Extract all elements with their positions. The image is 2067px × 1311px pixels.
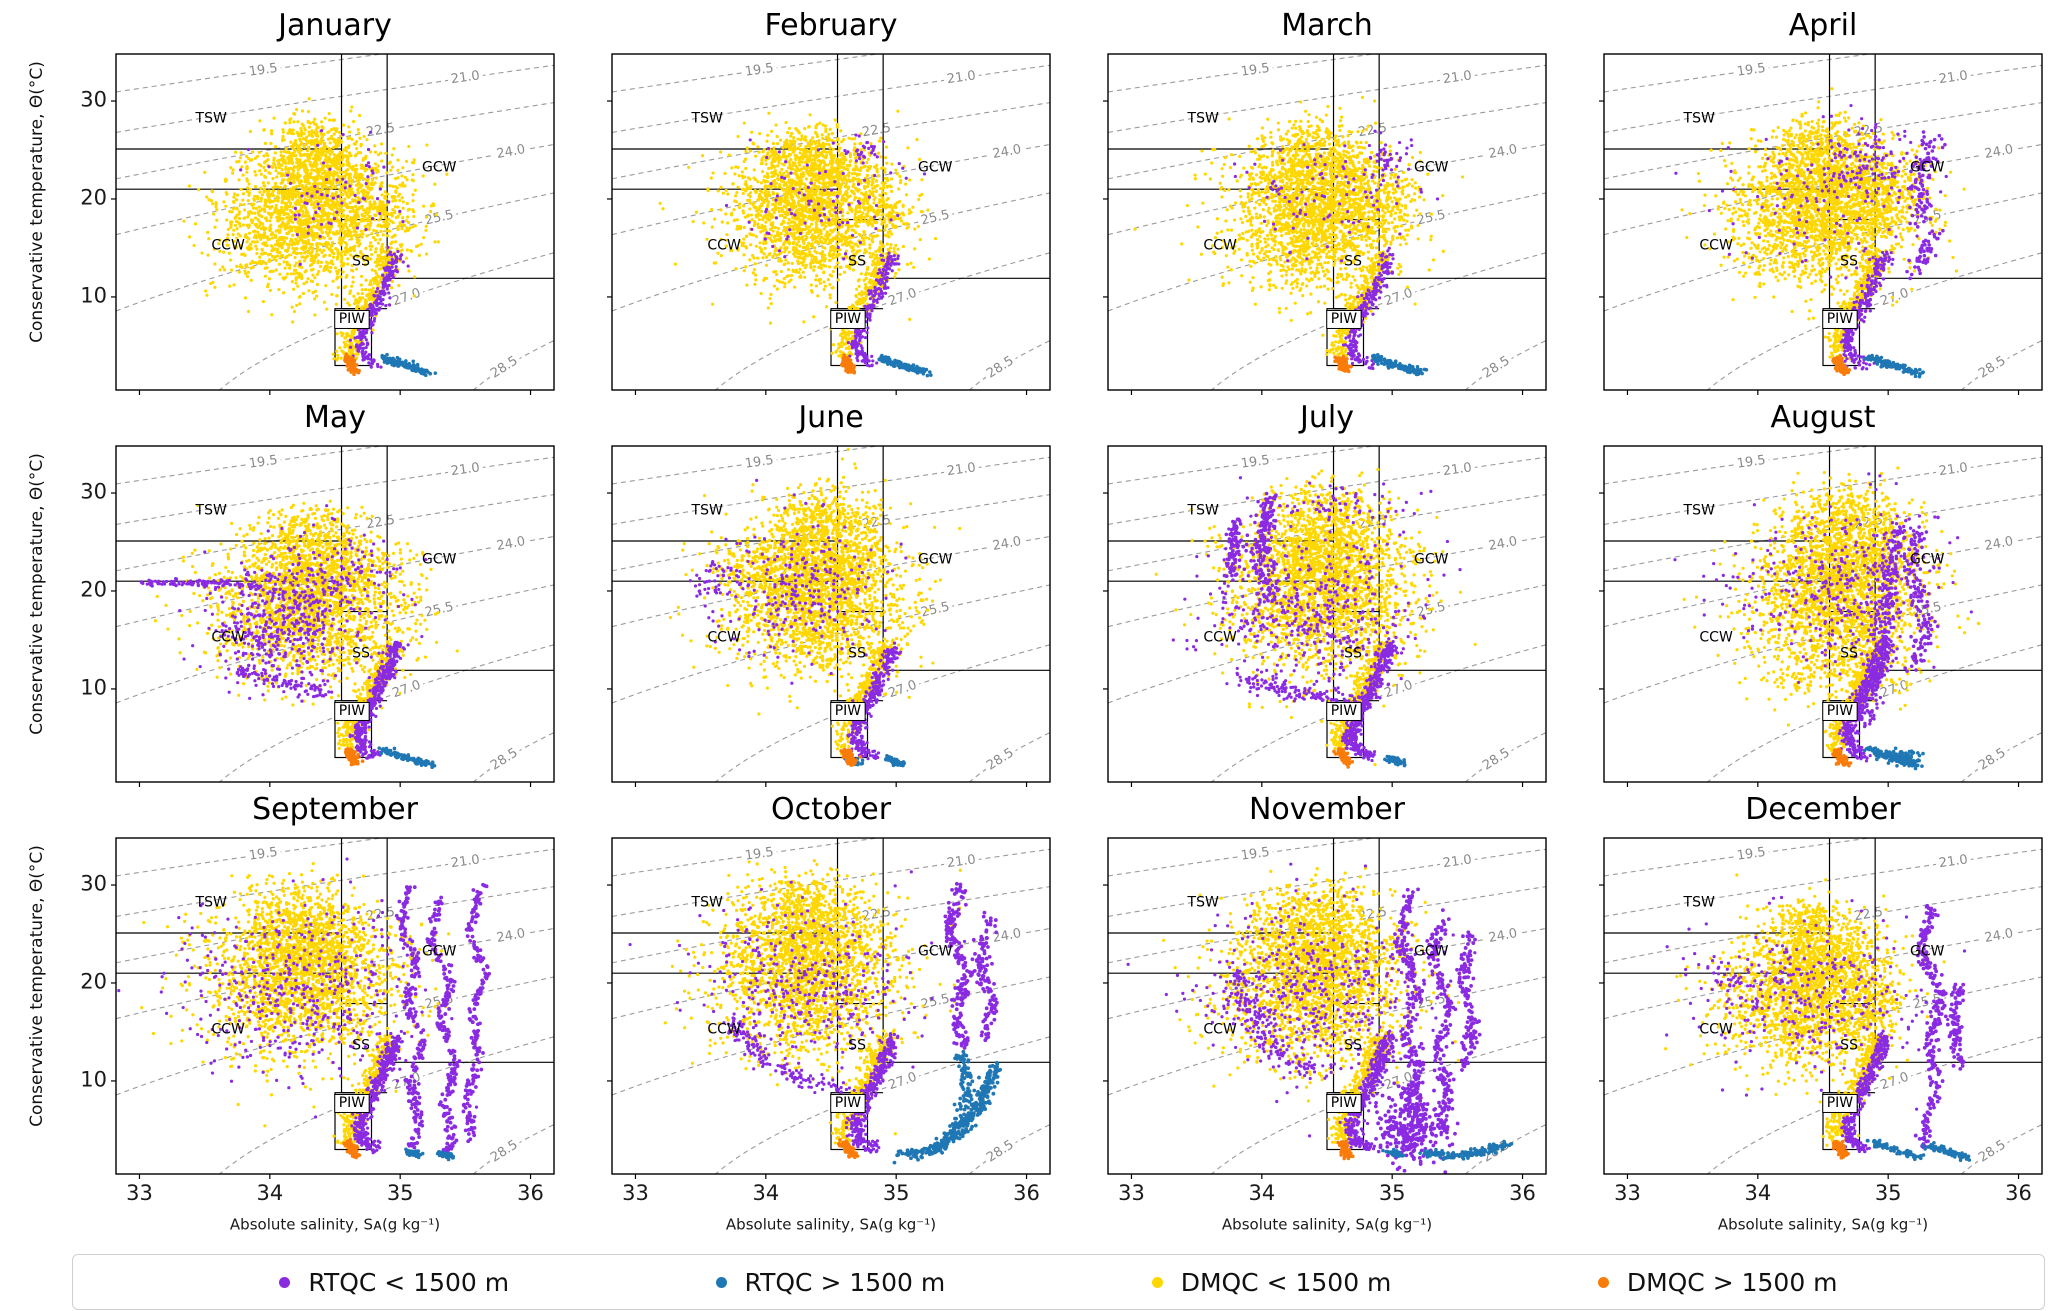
legend-label-dmqc-deep: DMQC > 1500 m [1626, 1267, 1838, 1297]
legend-item-dmqc-deep: DMQC > 1500 m [1597, 1267, 1838, 1297]
panel-grid: Conservative temperature, Θ(°C) January Fe… [6, 6, 2061, 1244]
legend-item-rtqc-shallow: RTQC < 1500 m [279, 1268, 509, 1297]
legend-marker-rtqc-shallow-icon [279, 1276, 291, 1288]
ts-diagram-canvas [68, 438, 564, 790]
subplot-march: March [1060, 6, 1556, 398]
ts-diagram-canvas [564, 830, 1060, 1244]
legend-label-rtqc-shallow: RTQC < 1500 m [308, 1267, 510, 1297]
panel-title: August [1770, 400, 1876, 435]
ts-diagram-canvas [564, 46, 1060, 398]
subplot-february: February [564, 6, 1060, 398]
legend-item-rtqc-deep: RTQC > 1500 m [715, 1267, 946, 1297]
legend-marker-rtqc-deep-icon [715, 1276, 727, 1288]
panel-title: October [770, 792, 892, 827]
subplot-december: December [1556, 790, 2052, 1244]
legend-label-rtqc-deep: RTQC > 1500 m [744, 1267, 946, 1297]
panel-title: February [764, 8, 898, 43]
ts-diagram-canvas [68, 830, 564, 1244]
ts-diagram-canvas [1060, 830, 1556, 1244]
panel-title: November [1248, 792, 1406, 827]
panel-title: December [1745, 792, 1901, 827]
panel-title: March [1281, 8, 1373, 43]
ts-diagram-canvas [1060, 438, 1556, 790]
subplot-july: July [1060, 398, 1556, 790]
subplot-october: October [564, 790, 1060, 1244]
legend-item-dmqc-shallow: DMQC < 1500 m [1151, 1267, 1392, 1297]
panel-row: Conservative temperature, Θ(°C) May June Ju… [6, 398, 2061, 790]
legend-marker-dmqc-shallow-icon [1151, 1276, 1163, 1288]
ts-diagram-canvas [1556, 46, 2052, 398]
legend-label-dmqc-shallow: DMQC < 1500 m [1180, 1267, 1392, 1297]
legend: RTQC < 1500 m RTQC > 1500 m DMQC < 1500 … [72, 1254, 2045, 1310]
panel-title: May [303, 400, 367, 435]
y-axis-label: Conservative temperature, Θ(°C) [27, 453, 48, 735]
subplot-may: May [68, 398, 564, 790]
ts-diagram-canvas [1060, 46, 1556, 398]
subplot-january: January [68, 6, 564, 398]
panel-title: June [798, 400, 864, 435]
legend-marker-dmqc-deep-icon [1597, 1276, 1609, 1288]
ts-diagram-canvas [1556, 830, 2052, 1244]
subplot-november: November [1060, 790, 1556, 1244]
panel-title: July [1300, 400, 1354, 435]
y-axis-label: Conservative temperature, Θ(°C) [27, 845, 48, 1127]
ts-diagram-canvas [68, 46, 564, 398]
subplot-april: April [1556, 6, 2052, 398]
panel-title: September [252, 792, 418, 827]
ts-diagram-canvas [564, 438, 1060, 790]
y-axis-label: Conservative temperature, Θ(°C) [27, 61, 48, 343]
panel-title: January [278, 8, 392, 43]
panel-title: April [1788, 8, 1858, 43]
subplot-august: August [1556, 398, 2052, 790]
panel-row: Conservative temperature, Θ(°C) January Fe… [6, 6, 2061, 398]
subplot-june: June [564, 398, 1060, 790]
subplot-september: September [68, 790, 564, 1244]
panel-row: Conservative temperature, Θ(°C) September… [6, 790, 2061, 1244]
ts-diagram-canvas [1556, 438, 2052, 790]
